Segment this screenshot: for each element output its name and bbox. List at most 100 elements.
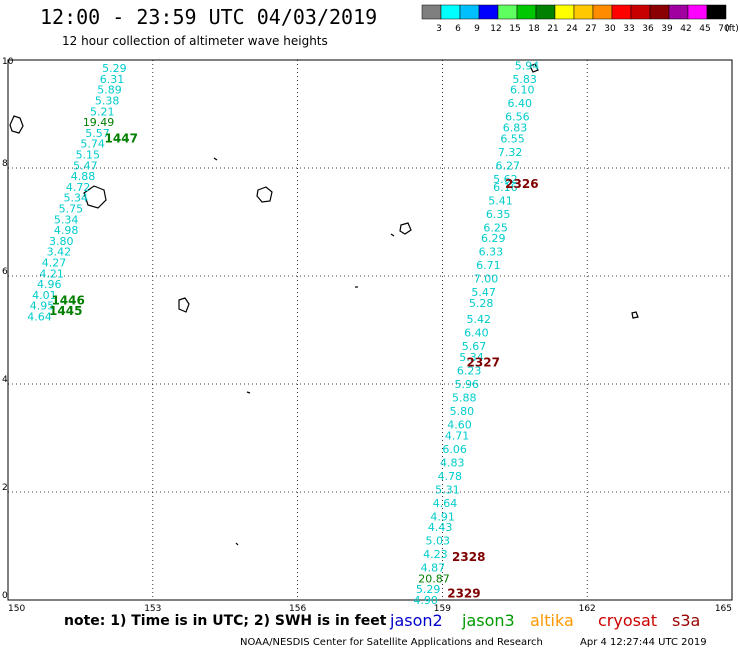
wave-height-value: 6.55: [500, 132, 525, 145]
wave-height-value: 4.88: [71, 170, 96, 183]
map-title: 12:00 - 23:59 UTC 04/03/2019: [40, 5, 377, 29]
scale-label: 15: [509, 24, 520, 34]
wave-height-value: 4.01: [32, 289, 57, 302]
island-outline: [631, 311, 639, 319]
wave-height-value: 6.33: [479, 246, 504, 259]
wave-height-value: 5.96: [454, 378, 479, 391]
x-tick-label: 156: [289, 604, 306, 614]
wave-height-value: 4.72: [66, 181, 91, 194]
pass-time-label: 2329: [447, 587, 480, 601]
scale-swatch: [497, 4, 518, 20]
wave-height-value: 5.34: [54, 213, 79, 226]
scale-swatch: [421, 4, 442, 20]
wave-height-value: 6.40: [508, 97, 533, 110]
scale-swatch: [554, 4, 575, 20]
wave-height-value: 4.91: [430, 510, 455, 523]
wave-height-value: 5.67: [462, 340, 487, 353]
wave-height-value: 4.23: [423, 548, 448, 561]
x-tick-label: 165: [715, 604, 732, 614]
pass-time-label: 1445: [49, 304, 82, 318]
wave-height-value: 4.71: [445, 429, 470, 442]
scale-swatch: [630, 4, 651, 20]
pass-time-label: 2326: [505, 177, 538, 191]
plot-frame: [7, 59, 733, 601]
island-outline: [213, 157, 218, 161]
scale-swatch: [573, 4, 594, 20]
wave-height-value: 4.64: [433, 497, 458, 510]
scale-unit: (ft): [725, 24, 739, 34]
island-outline: [9, 115, 24, 134]
island-outlines: [9, 63, 639, 546]
mission-label: cryosat: [598, 611, 657, 630]
wave-height-value: 4.64: [27, 311, 52, 324]
wave-height-value: 3.80: [49, 235, 74, 248]
wave-height-value: 4.60: [447, 419, 472, 432]
x-tick-label: 159: [434, 604, 451, 614]
wave-height-value: 5.89: [97, 84, 122, 97]
island-outline: [235, 542, 239, 546]
wave-height-value: 6.29: [481, 232, 506, 245]
wave-height-value: 5.41: [488, 194, 512, 207]
wave-height-value: 6.27: [495, 159, 520, 172]
wave-height-value: 5.03: [426, 535, 451, 548]
x-tick-label: 162: [579, 604, 596, 614]
scale-label: 27: [585, 24, 596, 34]
wave-height-value: 4.21: [39, 267, 64, 280]
color-scale-legend: 3 6 9 12 15 18 21 24 27 30 33 36 39 42 45 70(ft): [421, 4, 739, 34]
wave-height-value: 5.29: [102, 62, 127, 75]
wave-height-value: 5.42: [467, 313, 492, 326]
wave-height-value: 7.32: [498, 146, 523, 159]
wave-height-value: 6.25: [483, 221, 508, 234]
y-axis-ticks: 0 2 4 6 8 10: [2, 57, 14, 601]
wave-height-value: 6.16: [493, 181, 517, 194]
credit-text: NOAA/NESDIS Center for Satellite Applica…: [240, 637, 543, 648]
island-outline: [83, 185, 107, 209]
y-tick-label: 10: [2, 57, 14, 67]
scale-swatch: [706, 4, 727, 20]
wave-height-value: 6.83: [503, 122, 528, 135]
scale-label: 18: [528, 24, 540, 34]
wave-height-value: 6.56: [505, 111, 530, 124]
wave-height-value: 5.28: [469, 297, 494, 310]
scale-swatch: [516, 4, 537, 20]
y-tick-label: 2: [2, 483, 8, 493]
wave-height-value: 5.94: [515, 59, 540, 72]
wave-height-value: 6.06: [442, 443, 467, 456]
wave-height-value: 6.23: [457, 365, 482, 378]
wave-height-value: 5.34: [64, 192, 89, 205]
wave-height-value: 5.57: [85, 127, 110, 140]
scale-swatch: [459, 4, 480, 20]
wave-height-value: 20.87: [418, 572, 450, 585]
wave-height-value: 4.83: [440, 456, 465, 469]
island-outline: [399, 222, 412, 235]
wave-height-value: 4.78: [438, 470, 463, 483]
wave-height-value: 5.62: [493, 173, 517, 186]
scale-label: 30: [604, 24, 616, 34]
x-tick-label: 153: [144, 604, 161, 614]
map-subtitle: 12 hour collection of altimeter wave hei…: [62, 34, 328, 48]
scale-label: 21: [547, 24, 558, 34]
wave-height-value: 6.40: [464, 327, 489, 340]
wave-height-value: 5.29: [416, 583, 441, 596]
scale-label: 36: [642, 24, 654, 34]
scale-swatch: [687, 4, 708, 20]
y-tick-label: 6: [2, 267, 8, 277]
wave-height-value: 5.83: [512, 73, 537, 86]
wave-height-value: 5.31: [435, 483, 460, 496]
wave-height-value: 6.31: [100, 73, 125, 86]
mission-label: altika: [530, 611, 574, 630]
scale-label: 6: [455, 24, 461, 34]
wave-height-value: 6.10: [510, 84, 535, 97]
scale-swatch: [649, 4, 670, 20]
wave-height-value: 4.95: [30, 300, 55, 313]
island-outline: [529, 63, 539, 73]
scale-label: 12: [490, 24, 501, 34]
scale-swatch: [611, 4, 632, 20]
scale-label: 3: [436, 24, 442, 34]
wave-height-value: 3.42: [47, 246, 72, 259]
y-tick-label: 4: [2, 375, 8, 385]
island-outline: [246, 391, 251, 394]
wave-height-value: 5.74: [80, 138, 105, 151]
pass-time-label: 2328: [452, 550, 485, 564]
